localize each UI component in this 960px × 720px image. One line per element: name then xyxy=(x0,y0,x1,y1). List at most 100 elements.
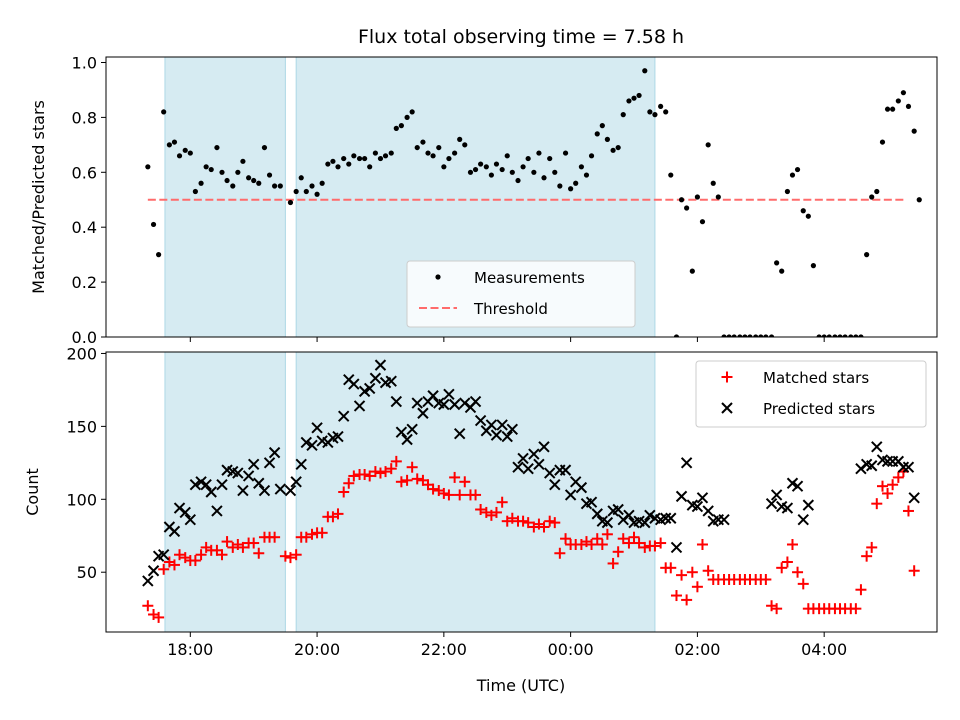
matched-stars-point xyxy=(681,594,693,606)
legend-box xyxy=(695,360,927,428)
x-b xyxy=(659,512,672,524)
predicted-stars-point xyxy=(680,457,693,469)
x-b xyxy=(881,455,894,468)
y-axis-label: Matched/Predicted stars xyxy=(29,100,48,294)
plot-area xyxy=(142,359,920,623)
legend: Measurements Threshold xyxy=(406,260,636,328)
x-b xyxy=(522,462,534,475)
measurement-point xyxy=(816,334,822,337)
x-tick-label: 22:00 xyxy=(421,640,467,659)
measurement-point xyxy=(393,125,399,131)
matched-stars-point xyxy=(300,531,312,543)
measurement-point xyxy=(182,147,188,153)
predicted-stars-point xyxy=(469,395,482,408)
measurement-point xyxy=(647,109,653,115)
x-b xyxy=(797,514,809,526)
x-b xyxy=(696,492,709,504)
x-b xyxy=(247,458,260,470)
measurement-point xyxy=(198,180,204,186)
measurement-point xyxy=(562,150,569,156)
measurement-point xyxy=(874,188,880,195)
predicted-stars-point xyxy=(770,489,783,501)
predicted-stars-point xyxy=(512,461,524,473)
matched-stars-point xyxy=(596,539,608,550)
measurement-point xyxy=(578,164,585,170)
matched-stars-point xyxy=(691,581,703,593)
matched-stars-point xyxy=(686,566,698,578)
x-b xyxy=(316,435,328,447)
predicted-stars-point xyxy=(374,359,387,371)
count-panel: 18:00 20:00 22:00 00:00 02:00 04:00 50 100 150 20… xyxy=(23,344,938,659)
predicted-stars-point xyxy=(385,375,397,387)
x-b xyxy=(390,395,403,408)
x-b xyxy=(538,441,550,453)
predicted-stars-point xyxy=(157,549,170,561)
measurement-point xyxy=(615,144,621,151)
predicted-stars-point xyxy=(902,461,915,473)
measurement-point xyxy=(890,106,896,112)
matched-stars-point xyxy=(316,527,328,539)
measurement-point xyxy=(388,150,394,156)
predicted-stars-point xyxy=(147,565,160,577)
measurement-point xyxy=(699,219,706,225)
predicted-stars-point xyxy=(395,426,408,438)
predicted-stars-point xyxy=(295,458,307,470)
measurement-point xyxy=(319,180,325,186)
measurement-point xyxy=(547,155,553,162)
predicted-stars-point xyxy=(781,502,794,514)
y-tick-label: 0.0 xyxy=(72,328,97,347)
measurement-point xyxy=(325,161,331,167)
matched-stars-point xyxy=(470,489,482,501)
x-tick-label: 18:00 xyxy=(167,640,213,659)
x-tick-label: 00:00 xyxy=(548,640,594,659)
measurement-point xyxy=(536,150,542,156)
matched-stars-point xyxy=(786,539,798,550)
predicted-stars-point xyxy=(427,390,439,402)
x-b xyxy=(374,359,387,371)
measurement-point xyxy=(493,161,500,167)
x-b xyxy=(337,410,350,422)
x-b xyxy=(242,470,255,482)
x-b xyxy=(369,372,382,384)
predicted-stars-point xyxy=(866,460,878,472)
matched-stars-point xyxy=(449,471,461,483)
matched-stars-point xyxy=(549,517,561,529)
matched-stars-point xyxy=(850,603,862,615)
matched-stars-point xyxy=(902,505,914,517)
measurement-point xyxy=(462,142,468,148)
measurement-point xyxy=(694,194,700,200)
x-b xyxy=(227,465,239,478)
predicted-stars-point xyxy=(258,484,271,497)
matched-stars-point xyxy=(649,540,661,552)
matched-stars-point xyxy=(343,477,355,489)
measurement-point xyxy=(715,194,721,200)
x-b xyxy=(211,505,223,517)
measurement-point xyxy=(346,161,352,167)
predicted-stars-point xyxy=(533,458,545,470)
matched-stars-point xyxy=(189,555,201,567)
matched-stars-point xyxy=(332,508,344,520)
matched-stars-point xyxy=(517,515,529,527)
y-tick-label: 50 xyxy=(77,563,97,582)
matched-stars-point xyxy=(665,562,677,574)
x-b xyxy=(680,457,693,469)
measurement-point xyxy=(726,334,732,337)
measurement-point xyxy=(436,144,442,151)
measurement-point xyxy=(805,213,811,219)
matched-stars-point xyxy=(290,549,302,561)
x-b xyxy=(433,397,445,409)
matched-stars-point xyxy=(670,590,682,602)
measurement-point xyxy=(414,144,420,151)
measurement-point xyxy=(176,153,183,159)
matched-stars-point xyxy=(887,479,899,491)
predicted-stars-point xyxy=(575,481,588,494)
measurement-point xyxy=(219,169,225,175)
measurement-point xyxy=(362,155,368,162)
x-b xyxy=(596,515,609,527)
predicted-stars-point xyxy=(448,398,461,411)
predicted-stars-point xyxy=(211,505,223,517)
x-b xyxy=(506,423,519,435)
measurement-point xyxy=(382,153,389,159)
x-b xyxy=(623,509,635,522)
measurement-point xyxy=(858,334,864,337)
